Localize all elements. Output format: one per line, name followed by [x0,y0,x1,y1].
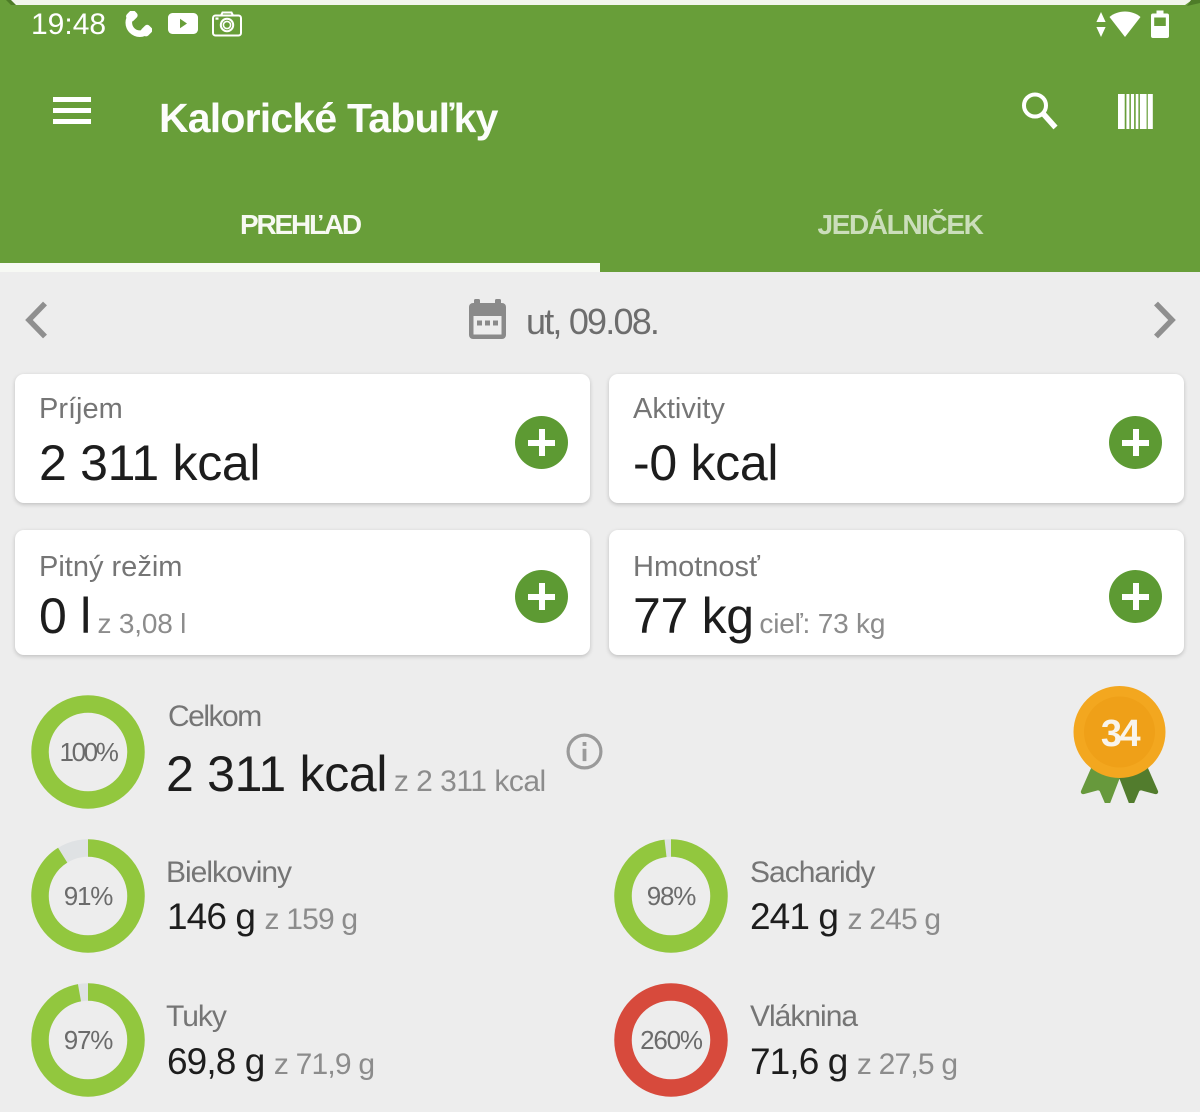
svg-text:34: 34 [1101,713,1141,755]
